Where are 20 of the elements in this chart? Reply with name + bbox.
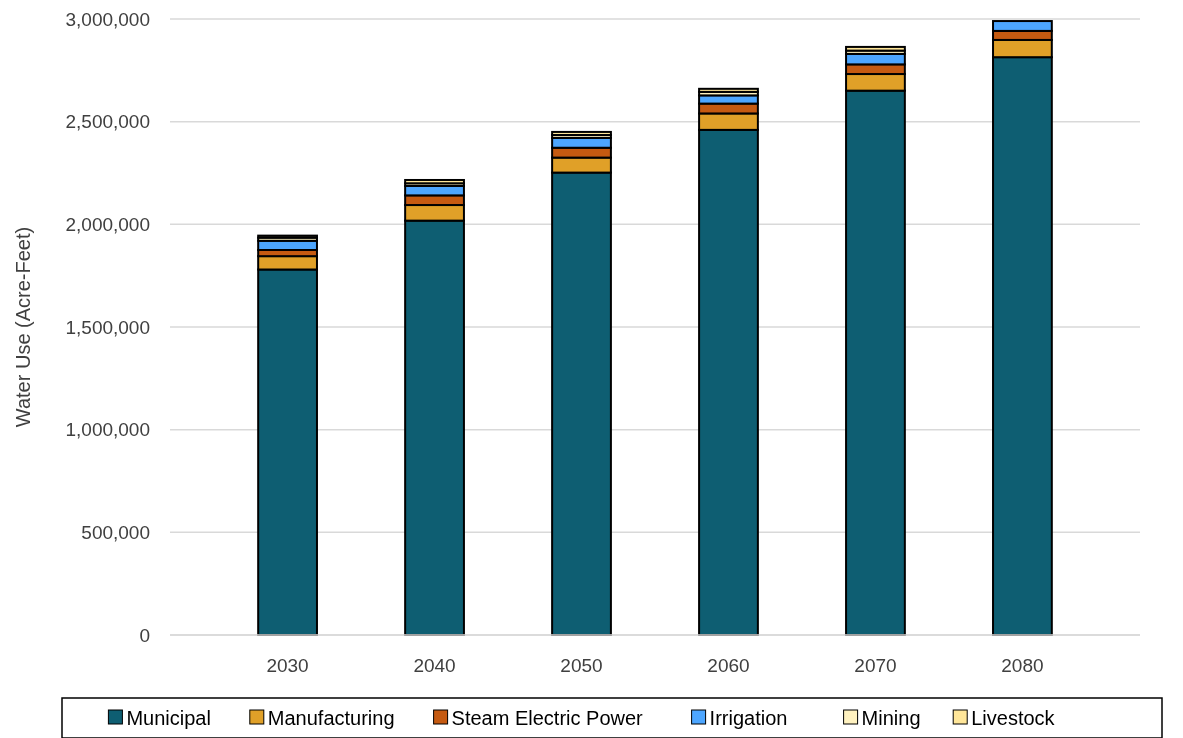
y-tick-label: 2,000,000 xyxy=(65,213,150,235)
y-tick-label: 1,500,000 xyxy=(65,316,150,338)
y-tick-label: 0 xyxy=(139,624,150,646)
y-tick-label: 1,000,000 xyxy=(65,419,150,441)
legend-label: Livestock xyxy=(971,707,1056,729)
y-tick-label: 500,000 xyxy=(81,521,150,543)
y-tick-label: 3,000,000 xyxy=(65,8,150,30)
legend-label: Municipal xyxy=(126,707,211,729)
legend-label: Irrigation xyxy=(709,707,788,729)
y-axis-title: Water Use (Acre-Feet) xyxy=(12,226,34,428)
legend-label: Mining xyxy=(861,707,921,729)
x-tick-label: 2050 xyxy=(560,655,603,676)
x-tick-label: 2070 xyxy=(854,655,897,676)
legend-label: Manufacturing xyxy=(267,707,395,729)
x-tick-label: 2060 xyxy=(707,655,750,676)
x-tick-label: 2030 xyxy=(266,655,309,676)
legend-label: Steam Electric Power xyxy=(451,707,644,729)
x-tick-label: 2040 xyxy=(413,655,456,676)
y-tick-label: 2,500,000 xyxy=(65,111,150,133)
x-tick-label: 2080 xyxy=(1001,655,1044,676)
